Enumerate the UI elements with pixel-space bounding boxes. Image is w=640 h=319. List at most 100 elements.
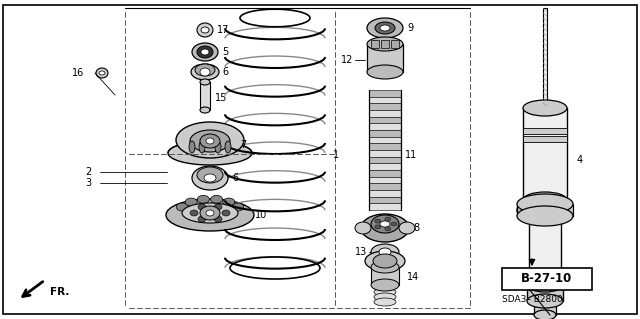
Ellipse shape [222, 210, 230, 216]
Ellipse shape [200, 206, 220, 220]
Ellipse shape [200, 79, 210, 85]
Ellipse shape [365, 251, 405, 271]
Bar [523, 136, 567, 142]
Text: 6: 6 [222, 67, 228, 77]
Ellipse shape [361, 214, 409, 242]
Ellipse shape [523, 100, 567, 116]
Ellipse shape [223, 198, 235, 206]
Ellipse shape [215, 141, 221, 153]
Ellipse shape [191, 64, 219, 80]
Bar [391, 40, 399, 48]
Text: 10: 10 [255, 210, 268, 220]
Ellipse shape [379, 248, 391, 256]
Text: 16: 16 [72, 68, 84, 78]
Ellipse shape [176, 122, 244, 158]
Text: 12: 12 [340, 55, 353, 65]
Ellipse shape [225, 141, 231, 153]
Ellipse shape [201, 27, 209, 33]
Bar [534, 301, 556, 315]
Ellipse shape [166, 199, 254, 231]
Text: SDA3– B2800: SDA3– B2800 [502, 295, 563, 305]
Ellipse shape [214, 204, 222, 210]
Ellipse shape [374, 283, 396, 291]
Text: B-27-10: B-27-10 [522, 272, 573, 286]
Ellipse shape [96, 68, 108, 78]
Ellipse shape [391, 222, 397, 226]
Ellipse shape [197, 167, 223, 183]
Text: 14: 14 [407, 272, 419, 282]
Ellipse shape [185, 198, 197, 206]
Ellipse shape [517, 196, 573, 224]
Ellipse shape [198, 216, 206, 222]
Bar [523, 108, 567, 200]
Ellipse shape [527, 294, 563, 308]
Bar [371, 40, 379, 48]
Ellipse shape [214, 216, 222, 222]
Ellipse shape [517, 194, 573, 214]
Bar [369, 123, 401, 130]
Ellipse shape [373, 254, 397, 268]
Ellipse shape [529, 212, 561, 224]
Ellipse shape [197, 46, 213, 58]
Ellipse shape [375, 22, 395, 34]
Bar [502, 268, 592, 290]
Ellipse shape [199, 141, 205, 153]
Ellipse shape [529, 279, 561, 291]
Ellipse shape [99, 71, 105, 75]
Bar [369, 97, 401, 103]
Ellipse shape [534, 310, 556, 319]
Ellipse shape [374, 225, 381, 229]
Bar [369, 137, 401, 143]
Ellipse shape [198, 204, 206, 210]
Ellipse shape [380, 25, 390, 31]
Ellipse shape [190, 210, 198, 216]
Ellipse shape [189, 141, 195, 153]
Text: 13: 13 [355, 247, 367, 257]
Bar [381, 40, 389, 48]
Bar [543, 8, 547, 108]
Ellipse shape [197, 195, 209, 203]
Ellipse shape [192, 43, 218, 61]
Text: 3: 3 [85, 178, 91, 188]
Bar [527, 285, 563, 301]
Ellipse shape [371, 279, 399, 291]
Ellipse shape [200, 68, 210, 76]
Text: 11: 11 [405, 150, 417, 160]
Bar [369, 103, 401, 110]
Ellipse shape [367, 18, 403, 38]
Ellipse shape [374, 293, 396, 301]
Ellipse shape [232, 203, 244, 211]
Text: 1: 1 [333, 150, 339, 160]
Bar [369, 143, 401, 150]
Ellipse shape [195, 64, 215, 76]
Ellipse shape [374, 219, 381, 223]
Ellipse shape [204, 174, 216, 182]
Ellipse shape [374, 298, 396, 306]
Ellipse shape [192, 166, 228, 190]
Bar [369, 130, 401, 137]
Bar [369, 90, 401, 97]
Ellipse shape [385, 227, 391, 231]
Ellipse shape [176, 203, 188, 211]
Bar [517, 204, 573, 216]
Text: 8: 8 [413, 223, 419, 233]
Ellipse shape [211, 195, 223, 203]
Ellipse shape [190, 130, 230, 152]
Bar [367, 44, 403, 72]
Ellipse shape [371, 261, 399, 273]
Ellipse shape [517, 206, 573, 226]
Bar [523, 128, 567, 134]
Bar [369, 117, 401, 123]
Text: 7: 7 [240, 140, 246, 150]
Ellipse shape [371, 215, 399, 233]
Ellipse shape [374, 288, 396, 296]
Text: 15: 15 [215, 93, 227, 103]
Text: FR.: FR. [50, 287, 69, 297]
Bar [369, 203, 401, 210]
Text: 9: 9 [407, 23, 413, 33]
Ellipse shape [201, 49, 209, 55]
Bar [369, 183, 401, 190]
Bar [369, 190, 401, 197]
Bar [369, 110, 401, 117]
Ellipse shape [168, 141, 252, 165]
